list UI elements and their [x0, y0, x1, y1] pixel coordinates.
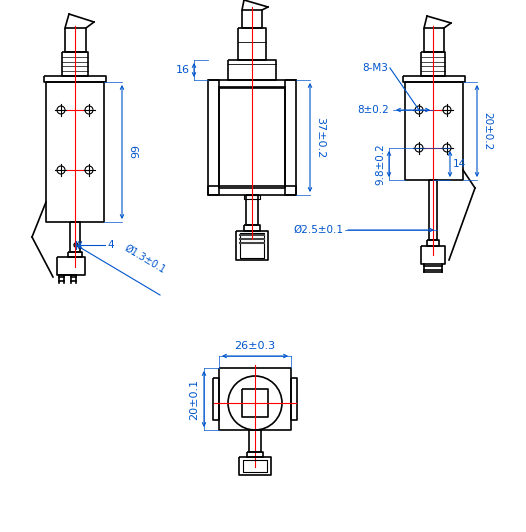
- Text: 26±0.3: 26±0.3: [235, 341, 276, 351]
- Text: 66: 66: [127, 145, 137, 159]
- Text: 14: 14: [453, 159, 466, 169]
- Text: Ø1.3±0.1: Ø1.3±0.1: [123, 243, 168, 275]
- Text: 8±0.2: 8±0.2: [357, 105, 389, 115]
- Text: 20±0.2: 20±0.2: [482, 112, 492, 150]
- Text: 4: 4: [107, 240, 114, 250]
- Text: 8-M3: 8-M3: [362, 63, 388, 73]
- Text: Ø2.5±0.1: Ø2.5±0.1: [293, 225, 343, 235]
- Text: 16: 16: [176, 65, 190, 75]
- Text: 37±0.2: 37±0.2: [315, 117, 325, 158]
- Text: 9.8±0.2: 9.8±0.2: [375, 143, 385, 185]
- Text: 20±0.1: 20±0.1: [189, 378, 199, 420]
